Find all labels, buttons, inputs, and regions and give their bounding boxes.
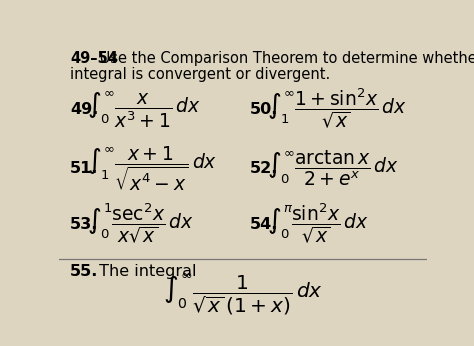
Text: 50.: 50. (250, 102, 279, 117)
Text: 49–54: 49–54 (70, 51, 118, 66)
Text: Use the Comparison Theorem to determine whether the: Use the Comparison Theorem to determine … (95, 51, 474, 66)
Text: $\int_0^{\infty} \dfrac{x}{x^3+1}\,dx$: $\int_0^{\infty} \dfrac{x}{x^3+1}\,dx$ (87, 89, 201, 130)
Text: $\int_0^{\infty} \dfrac{\arctan x}{2+e^x}\,dx$: $\int_0^{\infty} \dfrac{\arctan x}{2+e^x… (267, 148, 399, 188)
Text: $\int_1^{\infty} \dfrac{x+1}{\sqrt{x^4-x}}\,dx$: $\int_1^{\infty} \dfrac{x+1}{\sqrt{x^4-x… (87, 144, 217, 192)
Text: 54.: 54. (250, 217, 279, 231)
Text: $\int_0^{\pi} \dfrac{\sin^2\!x}{\sqrt{x}}\,dx$: $\int_0^{\pi} \dfrac{\sin^2\!x}{\sqrt{x}… (267, 202, 369, 246)
Text: 53.: 53. (70, 217, 99, 231)
Text: $\int_0^{\infty} \dfrac{1}{\sqrt{x}\,(1+x)}\,dx$: $\int_0^{\infty} \dfrac{1}{\sqrt{x}\,(1+… (163, 271, 323, 317)
Text: 49.: 49. (70, 102, 99, 117)
Text: 55.: 55. (70, 264, 99, 280)
Text: $\int_0^{1} \dfrac{\sec^2\!x}{x\sqrt{x}}\,dx$: $\int_0^{1} \dfrac{\sec^2\!x}{x\sqrt{x}}… (87, 202, 194, 246)
Text: $\int_1^{\infty} \dfrac{1+\sin^2\!x}{\sqrt{x}}\,dx$: $\int_1^{\infty} \dfrac{1+\sin^2\!x}{\sq… (267, 88, 407, 131)
Text: 51.: 51. (70, 161, 99, 175)
Text: integral is convergent or divergent.: integral is convergent or divergent. (70, 67, 330, 82)
Text: 52.: 52. (250, 161, 279, 175)
Text: The integral: The integral (94, 264, 197, 280)
